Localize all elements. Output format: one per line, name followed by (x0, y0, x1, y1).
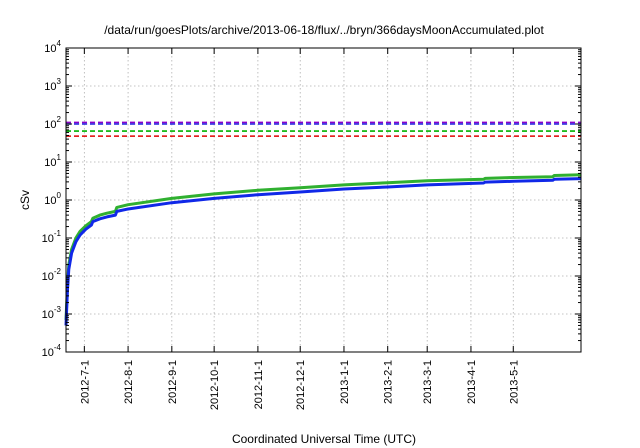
reference-lines (66, 121, 581, 137)
y-tick-label: 10-3 (42, 305, 62, 321)
x-tick-label: 2013-2-1 (383, 360, 395, 404)
y-tick-label: 103 (44, 77, 61, 93)
x-tick-label: 2012-11-1 (253, 360, 265, 409)
x-tick-label: 2012-7-1 (79, 360, 91, 404)
x-axis-label: Coordinated Universal Time (UTC) (232, 432, 416, 446)
chart-title: /data/run/goesPlots/archive/2013-06-18/f… (104, 23, 544, 37)
grid (66, 48, 581, 352)
x-tick-label: 2012-9-1 (167, 360, 179, 404)
x-tick-label: 2012-12-1 (295, 360, 307, 410)
x-tick-label: 2013-4-1 (466, 360, 478, 404)
y-tick-label: 100 (44, 191, 61, 207)
y-tick-label: 10-2 (42, 267, 62, 283)
y-tick-label: 101 (44, 153, 61, 169)
x-axis: 2012-7-1 2012-8-1 2012-9-1 2012-10-1 2012-11… (79, 48, 520, 410)
series-line (64, 173, 582, 320)
y-axis-label: cSv (18, 190, 32, 210)
y-axis: 10-4 10-3 10-2 10-1 100 101 102 103 104 (42, 39, 581, 359)
y-tick-label: 10-1 (42, 229, 62, 245)
y-tick-label: 104 (44, 39, 61, 55)
series-line (64, 177, 582, 326)
x-tick-label: 2013-3-1 (422, 360, 434, 404)
y-tick-label: 102 (44, 115, 61, 131)
series-lines (64, 173, 582, 326)
x-tick-label: 2013-5-1 (508, 360, 520, 404)
y-tick-label: 10-4 (42, 343, 62, 359)
x-tick-label: 2012-10-1 (209, 360, 221, 410)
x-tick-label: 2013-1-1 (339, 360, 351, 404)
x-tick-label: 2012-8-1 (123, 360, 135, 404)
